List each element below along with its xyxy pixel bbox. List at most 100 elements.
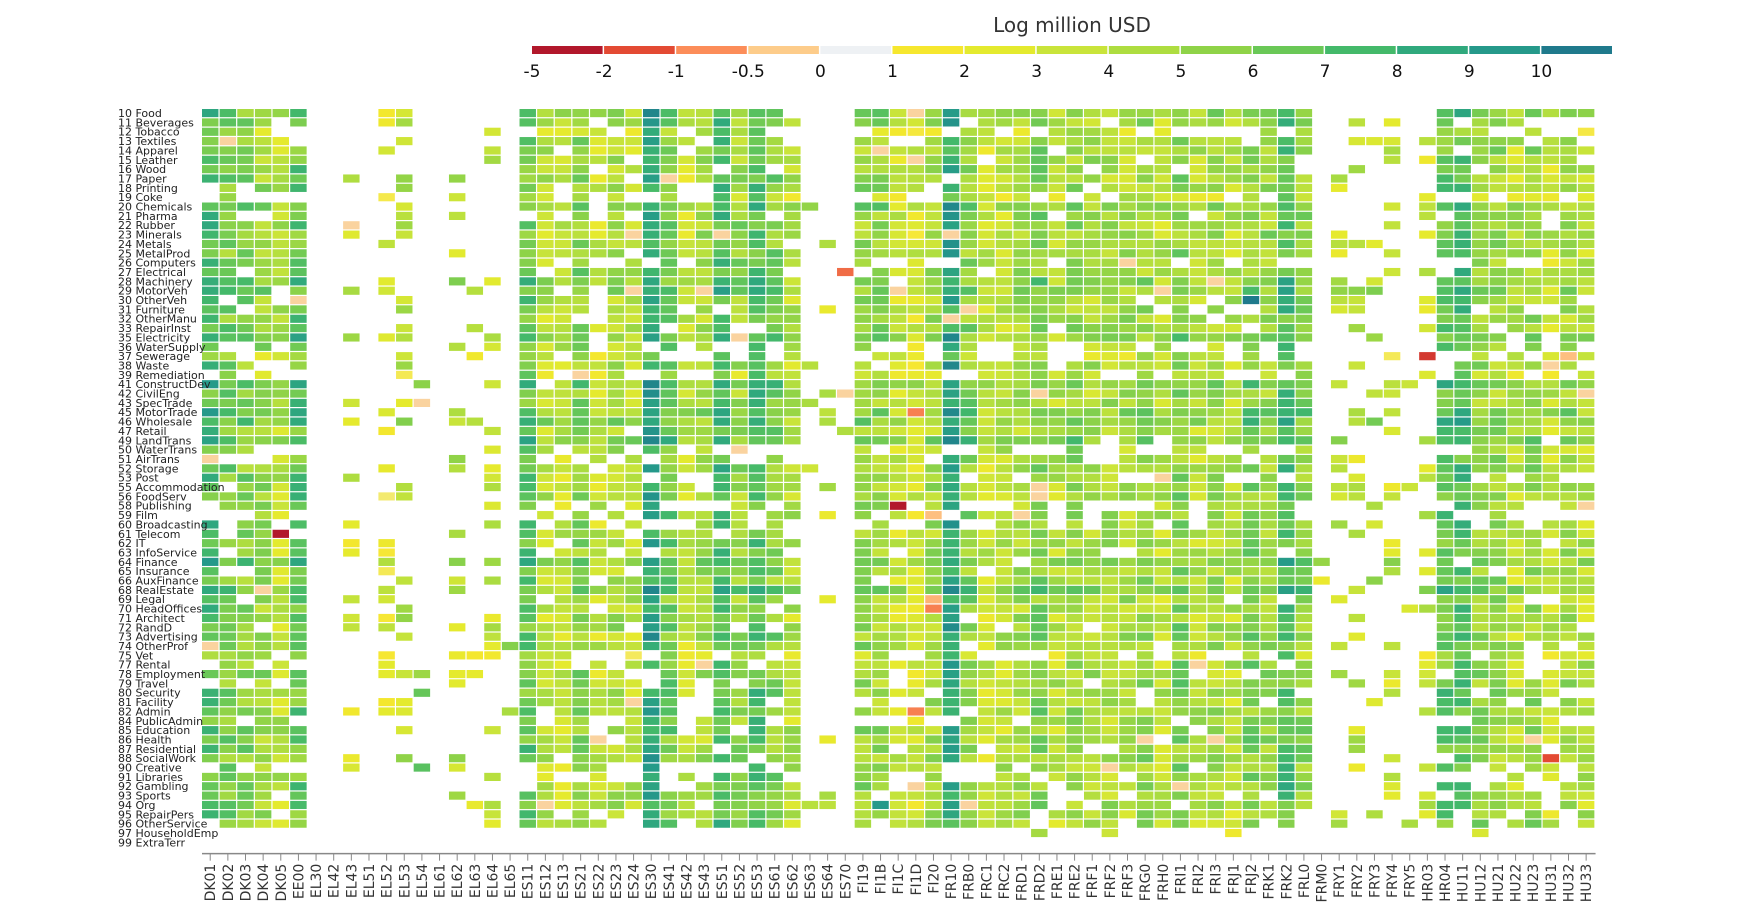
heatmap-cell <box>1507 389 1524 398</box>
heatmap-cell <box>819 511 836 520</box>
heatmap-cell <box>396 221 413 230</box>
heatmap-cell <box>872 744 889 753</box>
heatmap-cell <box>1101 389 1119 398</box>
heatmap-cell <box>889 791 907 800</box>
heatmap-cell <box>784 539 801 548</box>
heatmap-cell <box>378 146 395 155</box>
heatmap-cell <box>1136 211 1154 220</box>
heatmap-cell <box>1084 408 1101 417</box>
heatmap-cell <box>537 286 554 295</box>
heatmap-cell <box>1436 632 1454 641</box>
heatmap-cell <box>1207 155 1224 164</box>
heatmap-cell <box>219 557 237 566</box>
heatmap-cell <box>1101 202 1119 211</box>
heatmap-cell <box>607 464 625 473</box>
heatmap-cell <box>572 604 589 613</box>
heatmap-cell <box>713 604 730 613</box>
heatmap-cell <box>1225 623 1242 632</box>
heatmap-cell <box>1189 660 1207 669</box>
heatmap-cell <box>1136 408 1154 417</box>
heatmap-cell <box>1260 567 1277 576</box>
heatmap-cell <box>1101 127 1119 136</box>
heatmap-cell <box>519 548 536 557</box>
heatmap-cell <box>590 763 607 772</box>
heatmap-cell <box>1031 735 1048 744</box>
heatmap-cell <box>1260 483 1277 492</box>
heatmap-cell <box>1260 436 1277 445</box>
heatmap-cell <box>748 137 766 146</box>
heatmap-cell <box>1189 679 1207 688</box>
heatmap-cell <box>1101 772 1119 781</box>
heatmap-cell <box>748 314 766 323</box>
heatmap-cell <box>1172 613 1189 623</box>
heatmap-cell <box>942 221 960 230</box>
heatmap-cell <box>1260 286 1277 295</box>
heatmap-cell <box>1542 314 1560 323</box>
heatmap-cell <box>1560 426 1577 436</box>
heatmap-cell <box>1066 370 1083 379</box>
heatmap-cell <box>1242 754 1260 763</box>
heatmap-cell <box>537 426 554 436</box>
heatmap-cell <box>925 408 942 417</box>
heatmap-cell <box>1207 137 1224 146</box>
heatmap-cell <box>1084 239 1101 249</box>
heatmap-cell <box>784 361 801 370</box>
heatmap-cell <box>1172 361 1189 370</box>
heatmap-cell <box>590 744 607 753</box>
heatmap-cell <box>590 492 607 501</box>
heatmap-cell <box>1507 146 1524 155</box>
heatmap-cell <box>1119 324 1136 333</box>
heatmap-cell <box>1207 109 1224 118</box>
heatmap-cell <box>660 791 678 800</box>
heatmap-cell <box>1031 426 1048 436</box>
heatmap-cell <box>590 660 607 669</box>
heatmap-cell <box>748 772 766 781</box>
heatmap-cell <box>1242 585 1260 594</box>
heatmap-cell <box>1189 137 1207 146</box>
heatmap-cell <box>748 155 766 164</box>
heatmap-cell <box>1260 613 1277 623</box>
heatmap-cell <box>1172 389 1189 398</box>
heatmap-cell <box>1489 483 1507 492</box>
heatmap-cell <box>1560 529 1577 538</box>
heatmap-cell <box>1330 305 1348 314</box>
heatmap-cell <box>1066 146 1083 155</box>
heatmap-cell <box>889 146 907 155</box>
heatmap-cell <box>1260 174 1277 183</box>
heatmap-cell <box>925 492 942 501</box>
heatmap-cell <box>1542 529 1560 538</box>
heatmap-cell <box>978 548 995 557</box>
heatmap-cell <box>695 604 713 613</box>
heatmap-cell <box>766 810 783 819</box>
heatmap-cell <box>554 361 572 370</box>
heatmap-cell <box>995 258 1013 267</box>
heatmap-cell <box>784 286 801 295</box>
heatmap-cell <box>554 118 572 127</box>
column-label: EL63 <box>468 864 484 898</box>
heatmap-cell <box>1454 604 1471 613</box>
heatmap-cell <box>1542 352 1560 361</box>
heatmap-cell <box>872 623 889 632</box>
heatmap-cell <box>290 632 307 641</box>
heatmap-cell <box>607 782 625 791</box>
heatmap-cell <box>925 127 942 136</box>
heatmap-cell <box>466 417 484 426</box>
heatmap-cell <box>1295 408 1313 417</box>
heatmap-cell <box>1436 473 1454 482</box>
heatmap-cell <box>1031 267 1048 277</box>
heatmap-cell <box>1472 202 1489 211</box>
heatmap-cell <box>1560 183 1577 192</box>
heatmap-cell <box>1542 202 1560 211</box>
heatmap-cell <box>1278 380 1295 389</box>
heatmap-cell <box>1454 576 1471 585</box>
heatmap-cell <box>907 174 925 183</box>
row-label: 49 LandTrans <box>118 434 192 447</box>
column-label: ES70 <box>838 864 854 900</box>
heatmap-cell <box>1048 772 1066 781</box>
heatmap-cell <box>1084 137 1101 146</box>
heatmap-cell <box>1225 539 1242 548</box>
column-label: EL51 <box>362 864 378 898</box>
heatmap-cell <box>237 800 254 810</box>
heatmap-cell <box>554 623 572 632</box>
heatmap-cell <box>1136 352 1154 361</box>
